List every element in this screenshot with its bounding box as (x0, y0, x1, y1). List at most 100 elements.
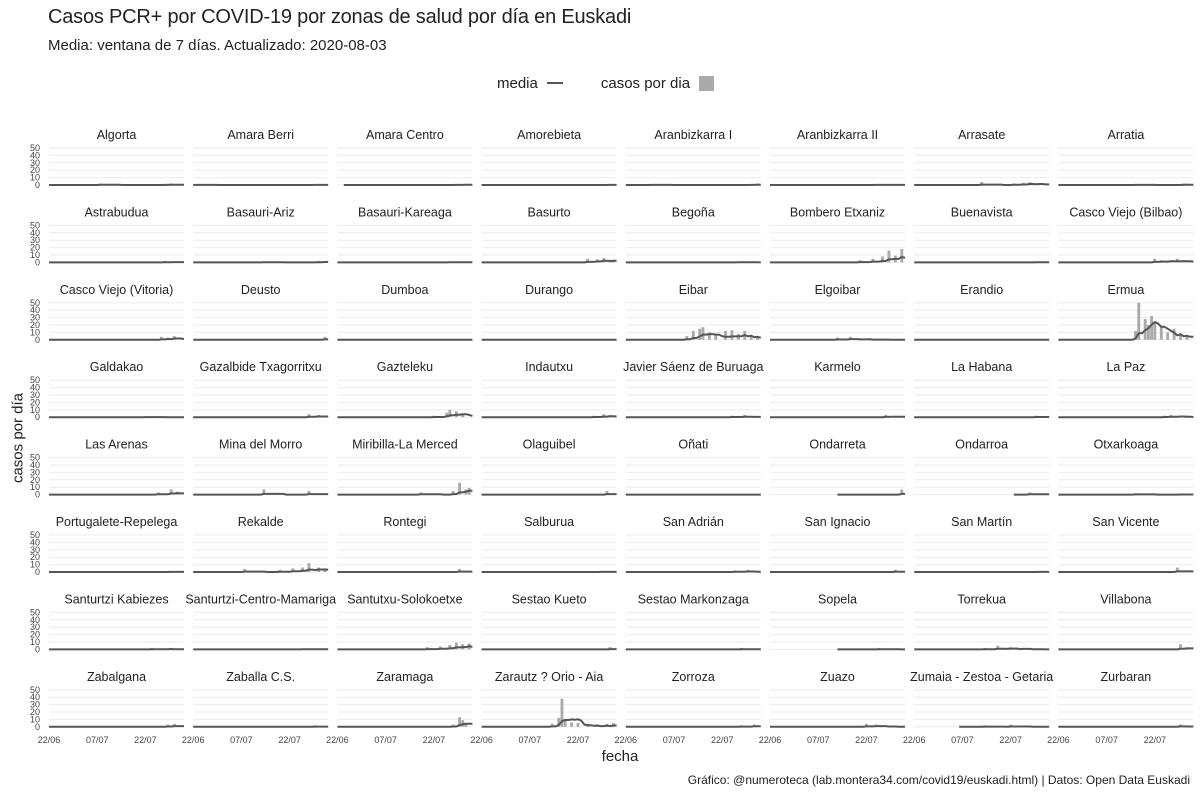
legend-bar-swatch (699, 75, 715, 91)
facet-title: Aranbizkarra II (797, 128, 878, 142)
legend-item-casos: casos por dia (601, 75, 715, 92)
facet-panel: Karmelo (770, 360, 905, 419)
facet-title: Zaballa C.S. (226, 670, 295, 684)
x-tick-label: 07/07 (663, 735, 686, 745)
y-tick-label: 0 (35, 257, 40, 267)
facet-title: Buenavista (951, 205, 1013, 219)
bar (900, 249, 904, 263)
bar (307, 414, 311, 418)
facet-title: Algorta (97, 128, 137, 142)
facet-title: San Vicente (1092, 515, 1159, 529)
facet-title: Galdakao (90, 360, 144, 374)
mean-line (337, 413, 473, 419)
bar (1166, 332, 1170, 340)
y-tick-label: 0 (35, 490, 40, 500)
facet-title: Santurtzi-Centro-Mamariga (185, 592, 336, 606)
bar (1172, 328, 1176, 340)
facet-title: Zurbaran (1101, 670, 1152, 684)
bar (685, 336, 689, 340)
facet-title: Casco Viejo (Bilbao) (1069, 205, 1182, 219)
facet-title: Olaguibel (523, 438, 576, 452)
facet-panel: Dumboa (337, 283, 473, 341)
facet-panel: Mina del Morro (193, 438, 329, 496)
facet-panel: Salburua (481, 515, 617, 573)
facet-panel: Basauri-Ariz (193, 205, 329, 264)
y-tick-label: 10 (30, 637, 40, 647)
bar (881, 256, 884, 263)
facet-panel: Olaguibel (481, 438, 617, 496)
facet-title: Otxarkoaga (1094, 438, 1159, 452)
x-tick-label: 22/06 (903, 735, 926, 745)
facet-panel: Gazalbide Txagorritxu (193, 360, 329, 419)
mean-line (337, 489, 473, 496)
bar (1137, 302, 1141, 340)
y-tick-label: 20 (30, 165, 40, 175)
facet-title: Oñati (678, 438, 708, 452)
y-tick-label: 0 (35, 567, 40, 577)
facet-title: Bombero Etxaniz (790, 205, 885, 219)
facet-panel: La Habana (914, 360, 1050, 419)
bar (243, 569, 247, 572)
legend: media casos por dia (497, 72, 752, 94)
facet-title: Indautxu (525, 360, 573, 374)
facet-panel: Basauri-Kareaga (337, 205, 473, 264)
facet-title: Casco Viejo (Vitoria) (60, 283, 173, 297)
bar (701, 327, 705, 340)
facet-panel: Ermua (1058, 283, 1194, 341)
facet-title: Sestao Markonzaga (638, 592, 749, 606)
mean-line (770, 256, 906, 264)
y-tick-label: 30 (30, 545, 40, 555)
y-tick-label: 20 (30, 552, 40, 562)
facet-panel: Sopela (770, 592, 905, 651)
facet-title: Rontegi (383, 515, 426, 529)
facet-panel: Aranbizkarra II (770, 128, 905, 186)
bar (454, 642, 458, 650)
facet-panel: Ondarroa (914, 438, 1050, 496)
mean-line (914, 647, 1050, 651)
y-tick-label: 40 (30, 692, 40, 702)
x-tick-label: 22/07 (567, 735, 590, 745)
bar (887, 250, 891, 263)
mean-line (914, 183, 1050, 186)
bar (714, 334, 718, 340)
facet-title: Sopela (818, 592, 857, 606)
y-tick-label: 30 (30, 158, 40, 168)
y-tick-label: 10 (30, 482, 40, 492)
legend-line-swatch (546, 82, 563, 84)
x-tick-label: 22/06 (470, 735, 493, 745)
x-tick-label: 22/06 (1047, 735, 1070, 745)
y-tick-label: 50 (30, 375, 40, 385)
mean-line (481, 718, 617, 728)
y-tick-label: 10 (30, 250, 40, 260)
y-tick-label: 10 (30, 173, 40, 183)
bar (291, 568, 295, 572)
x-tick-label: 22/07 (278, 735, 301, 745)
facet-title: La Paz (1106, 360, 1145, 374)
bar (307, 563, 311, 572)
facet-title: Zaramaga (376, 670, 433, 684)
mean-line (481, 493, 617, 496)
bar (451, 490, 455, 495)
facet-panel: Santurtzi-Centro-Mamariga (185, 592, 336, 651)
facet-panel: Javier Sáenz de Buruaga (623, 360, 764, 419)
facet-title: Santurtzi Kabiezes (64, 592, 168, 606)
facet-title: Salburua (524, 515, 574, 529)
facet-title: Mina del Morro (219, 438, 302, 452)
mean-line (625, 333, 762, 341)
facet-panel: Sestao Markonzaga (625, 592, 761, 651)
x-tick-label: 22/06 (759, 735, 782, 745)
facet-title: Rekalde (238, 515, 284, 529)
bar (458, 569, 461, 572)
y-tick-label: 40 (30, 537, 40, 547)
chart-title: Casos PCR+ por COVID-19 por zonas de sal… (48, 6, 632, 28)
facet-panel: Elgoibar (770, 283, 905, 341)
facet-panel: San Martín (914, 515, 1050, 573)
bar (262, 489, 266, 495)
facet-title: Eibar (679, 283, 708, 297)
y-tick-label: 50 (30, 607, 40, 617)
facet-panel: Zumaia - Zestoa - Getaria 22/06 07/07 22/07 (903, 670, 1053, 745)
bar (691, 330, 695, 340)
